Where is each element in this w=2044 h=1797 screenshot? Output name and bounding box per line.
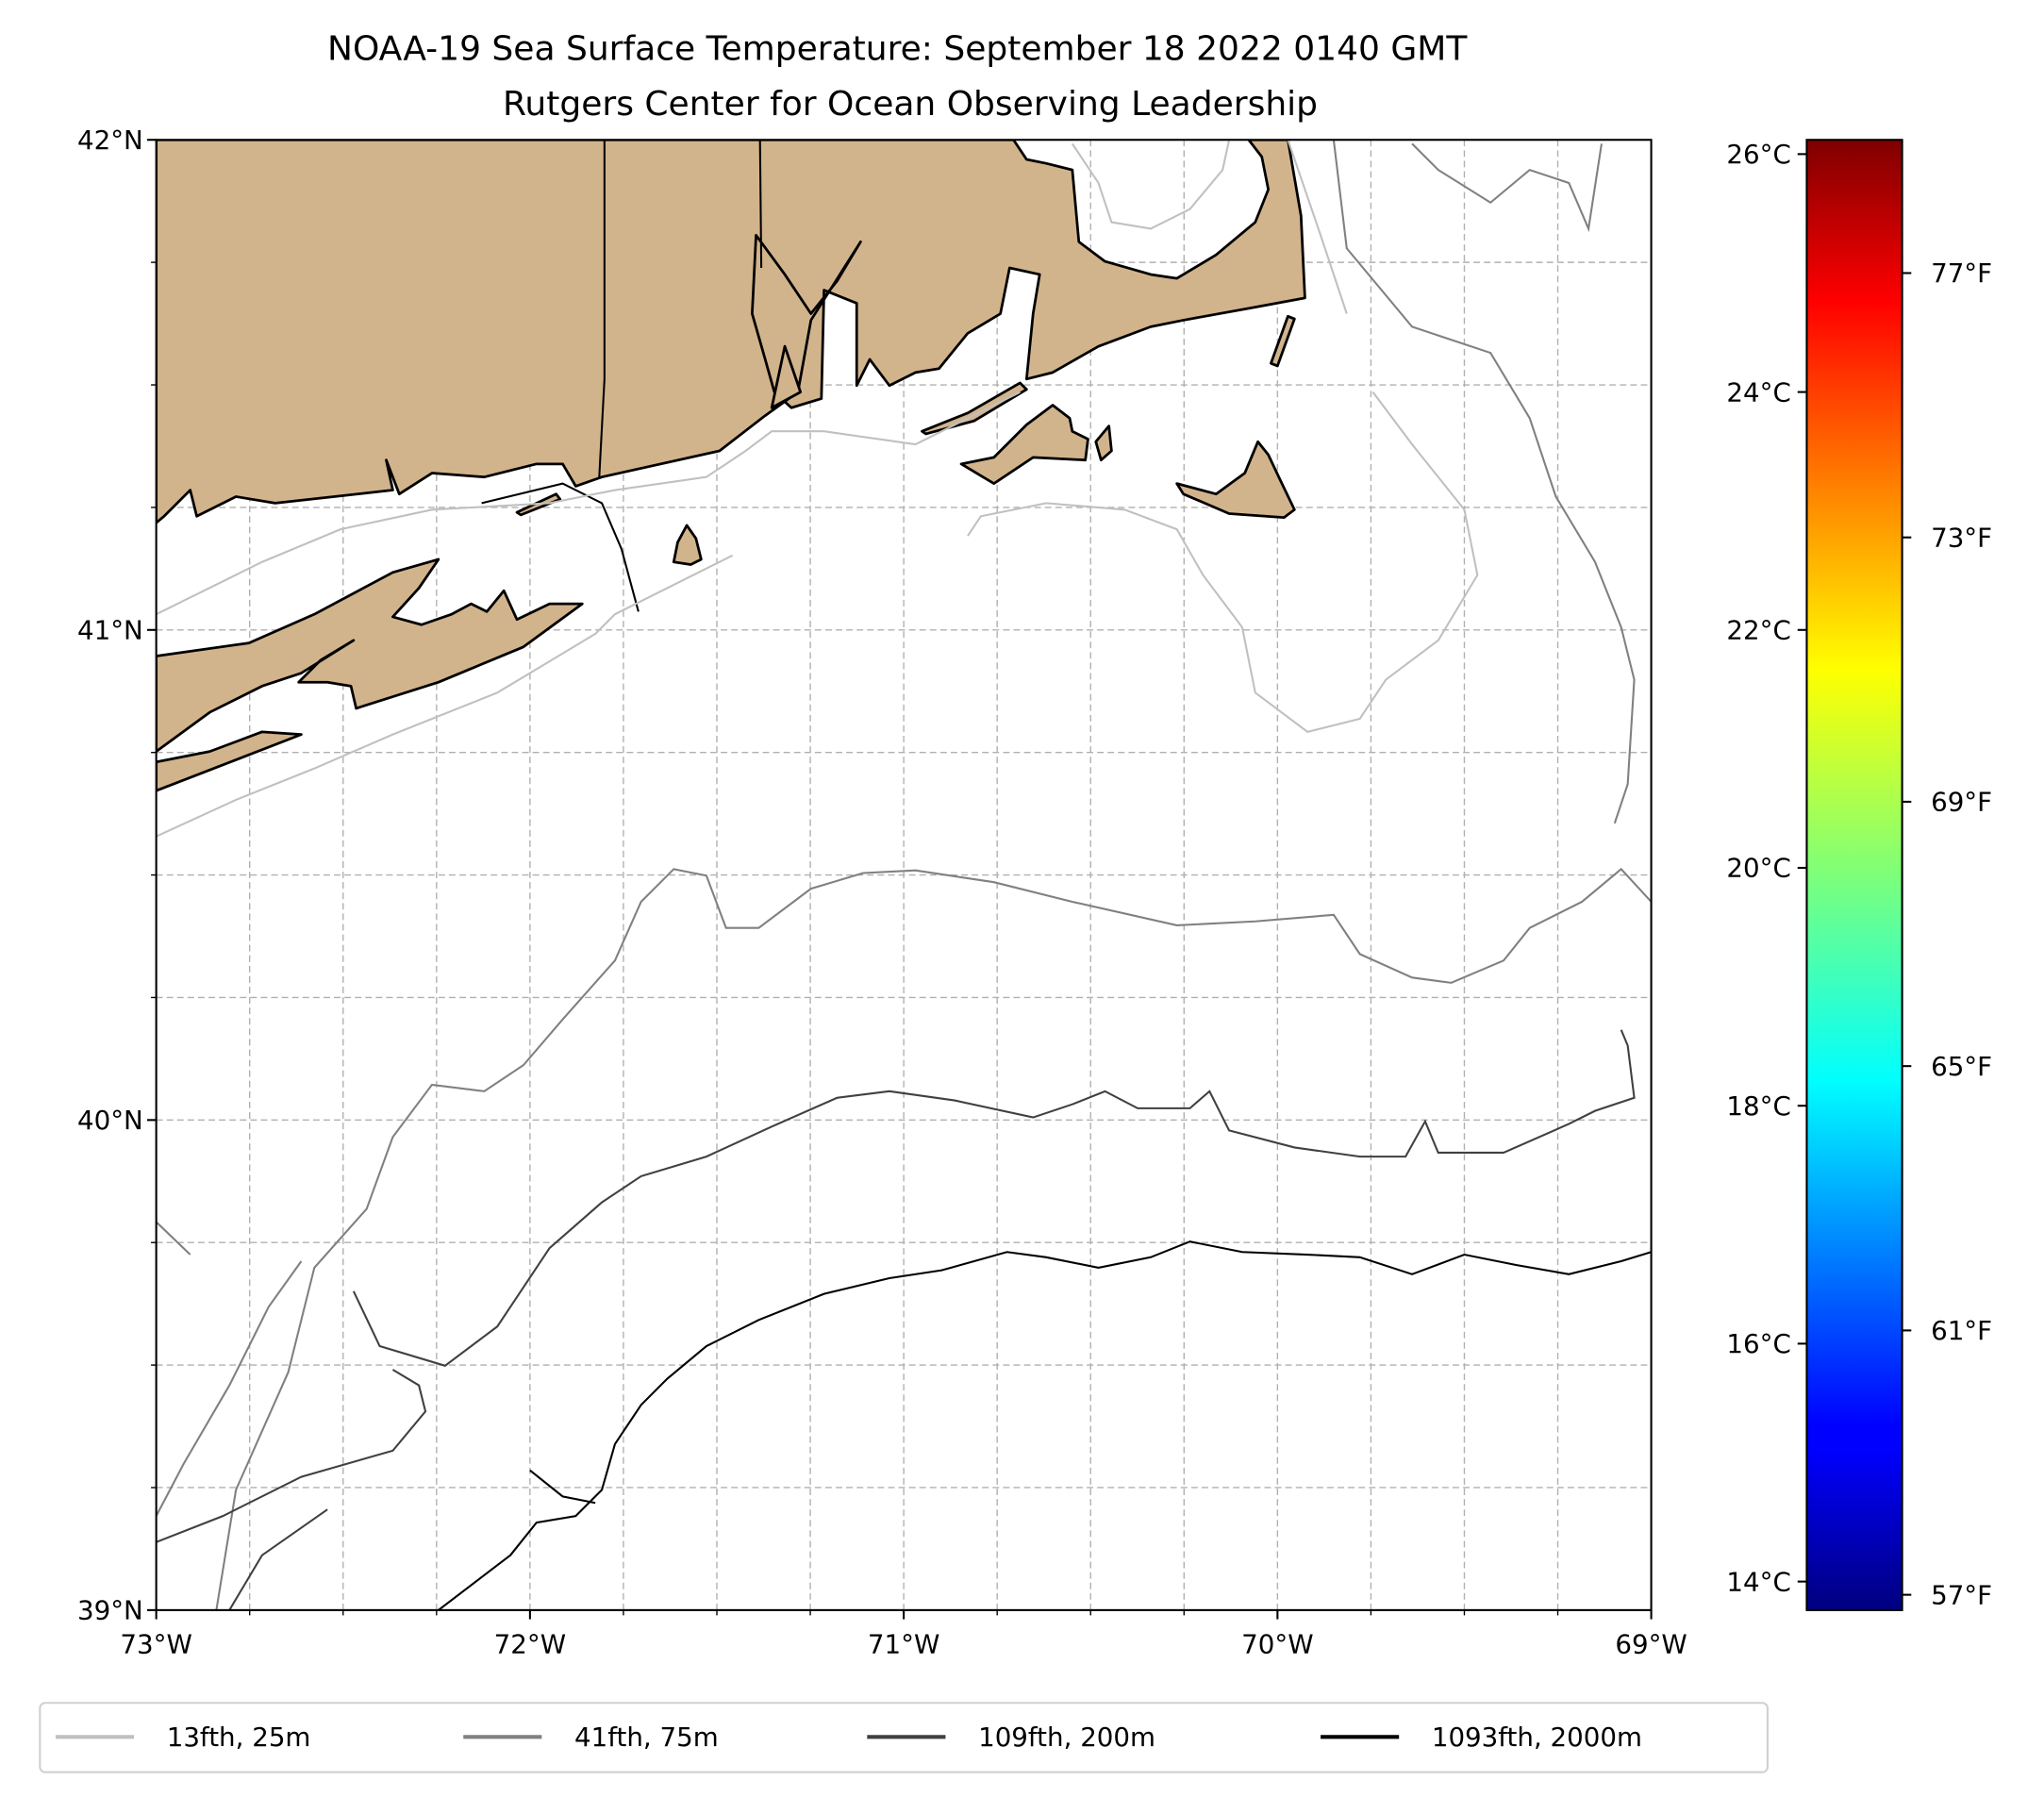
legend-item: 41fth, 75m [463,1722,719,1753]
state-border-ny-ct [481,482,640,612]
lat-tick-label: 42°N [77,125,143,156]
celsius-tick-label: 16°C [1726,1328,1790,1359]
chappaquiddick [1094,424,1113,462]
isobath-75m [1332,140,1636,824]
legend-label: 109fth, 200m [978,1722,1155,1753]
colorbar: 26°C 24°C 22°C 20°C 18°C 16°C 14°C 77°F 73°F 69°F… [1726,139,1992,1611]
long-island [156,557,584,754]
celsius-tick-label: 14°C [1726,1566,1790,1597]
isobaths [156,140,1652,1610]
elizabeth-islands [921,381,1028,436]
block-island [672,524,703,566]
lon-tick-label: 70°W [1241,1629,1313,1660]
isobath-75m [1411,142,1603,233]
fahrenheit-tick-label: 57°F [1931,1579,1992,1610]
state-border-ri-ma [758,140,763,269]
legend-item: 1093fth, 2000m [1321,1722,1642,1753]
sakonnet-island [770,344,803,409]
legend-label: 41fth, 75m [574,1722,719,1753]
legend: 13fth, 25m 41fth, 75m 109fth, 200m 1093fth,… [39,1702,1769,1773]
celsius-tick-label: 22°C [1726,614,1790,645]
lon-tick-label: 73°W [120,1629,191,1660]
celsius-tick-label: 24°C [1726,376,1790,408]
isobath-2000m [529,1469,596,1505]
land [156,140,1306,792]
fahrenheit-tick-label: 77°F [1931,258,1992,289]
fahrenheit-tick-label: 69°F [1931,787,1992,818]
map-axes [156,140,1652,1610]
nj-shore [156,730,303,792]
celsius-tick-label: 26°C [1726,139,1790,170]
isobath-200m [352,1029,1636,1367]
title-line-2: Rutgers Center for Ocean Observing Leade… [503,85,1318,124]
celsius-tick-label: 20°C [1726,853,1790,884]
legend-label: 13fth, 25m [167,1722,311,1753]
legend-label: 1093fth, 2000m [1432,1722,1642,1753]
lon-tick-label: 72°W [494,1629,566,1660]
colorbar-gradient [1805,139,1903,1611]
state-border-ct-ri [598,140,606,477]
marthas-vineyard [959,404,1089,486]
isobath-25m [967,391,1479,733]
lon-tick-label: 71°W [868,1629,939,1660]
monomoy [1270,314,1296,368]
fahrenheit-tick-label: 61°F [1931,1315,1992,1346]
isobath-2000m [438,1240,1652,1610]
lat-tick-label: 39°N [77,1595,143,1626]
mainland [156,140,1306,524]
nantucket [1175,440,1296,520]
axis-ticks: 73°W 72°W 71°W 70°W 69°W 42°N 41°N 40°N 39°N [77,125,1687,1660]
legend-item: 109fth, 200m [867,1722,1155,1753]
isobath-200m [156,1369,427,1610]
title-line-1: NOAA-19 Sea Surface Temperature: Septemb… [327,30,1468,69]
isobath-75m [156,1221,303,1517]
fahrenheit-tick-label: 73°F [1931,522,1992,553]
isobath-25m [1287,140,1348,314]
lon-tick-label: 69°W [1615,1629,1687,1660]
celsius-tick-label: 18°C [1726,1090,1790,1122]
legend-item: 13fth, 25m [55,1722,311,1753]
lat-tick-label: 40°N [77,1105,143,1136]
isobath-25m [1071,140,1231,230]
isobath-25m [156,391,1021,616]
isobath-25m [156,554,734,838]
lat-tick-label: 41°N [77,614,143,645]
fahrenheit-tick-label: 65°F [1931,1051,1992,1082]
isobath-75m [215,867,1652,1610]
